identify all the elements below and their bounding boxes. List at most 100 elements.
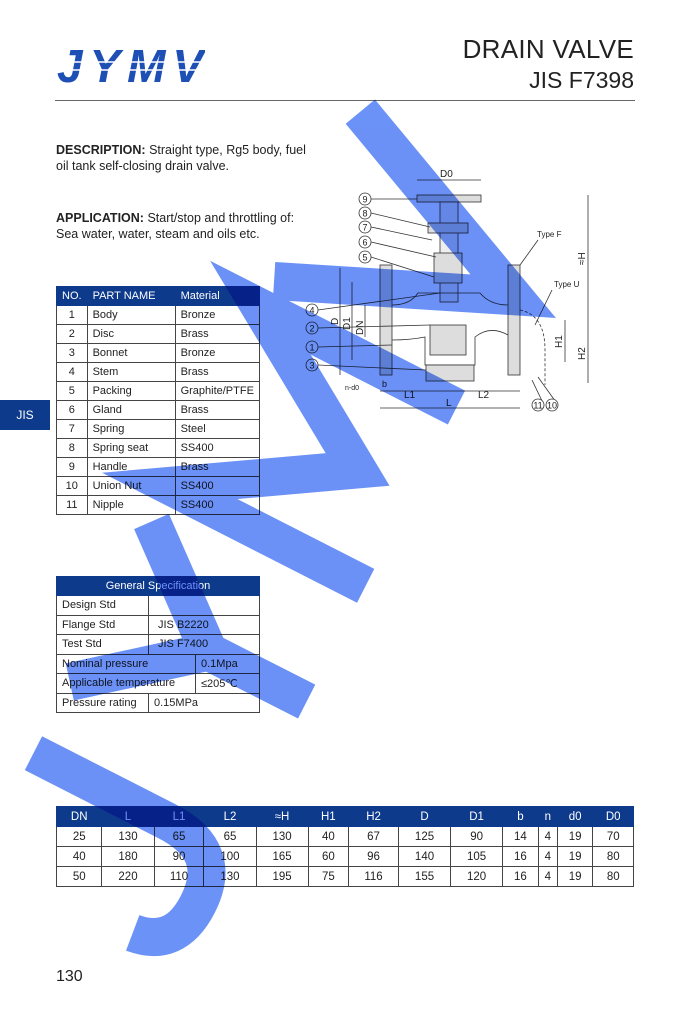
part-name: Spring seat xyxy=(86,438,176,458)
part-material: Brass xyxy=(174,362,261,382)
spec-label: Test Std xyxy=(56,634,149,655)
header-divider xyxy=(55,100,635,101)
table-row: 50 220 110 130 195 75 116 155 120 16 4 19 80 xyxy=(55,866,634,887)
part-no: 1 xyxy=(56,305,88,325)
spec-value: 0.15MPa xyxy=(148,692,260,713)
application-label: APPLICATION: xyxy=(56,211,144,225)
page-subtitle: JIS F7398 xyxy=(529,67,634,93)
callout-number: 4 xyxy=(309,306,314,316)
page-title: DRAIN VALVE xyxy=(462,34,634,64)
column-header: ≈H xyxy=(255,806,309,827)
spec-label: Nominal pressure xyxy=(56,653,196,674)
part-material: Graphite/PTFE xyxy=(174,381,261,401)
spec-value: JIS B2220 xyxy=(148,614,260,635)
parts-table: NO. PART NAME Material 1 Body Bronze 2 Disc B… xyxy=(56,286,261,515)
spec-label: Pressure rating xyxy=(56,692,149,713)
dim-label-b: b xyxy=(382,379,387,389)
table-cell: 75 xyxy=(307,866,350,887)
table-row: 6 Gland Brass xyxy=(56,400,261,420)
table-cell: 105 xyxy=(450,846,504,867)
spec-title: General Specification xyxy=(56,576,260,596)
jymv-logo: JYMV xyxy=(55,40,205,90)
spec-label: Flange Std xyxy=(56,614,149,635)
label-type-f: Type F xyxy=(537,230,562,239)
table-cell: 70 xyxy=(592,826,634,847)
header-material: Material xyxy=(174,286,261,306)
part-no: 2 xyxy=(56,324,88,344)
table-row: Design Std xyxy=(56,595,260,616)
part-material: SS400 xyxy=(174,495,261,515)
column-header: L1 xyxy=(153,806,205,827)
table-row: 2 Disc Brass xyxy=(56,324,261,344)
table-cell: 40 xyxy=(307,826,350,847)
spec-value xyxy=(148,595,260,616)
table-cell: 125 xyxy=(397,826,452,847)
part-material: Steel xyxy=(174,419,261,439)
part-name: Packing xyxy=(86,381,176,401)
callout-number: 11 xyxy=(533,401,542,411)
table-cell: 16 xyxy=(502,846,539,867)
part-name: Handle xyxy=(86,457,176,477)
table-cell: 165 xyxy=(255,846,309,867)
spec-value: 0.1Mpa xyxy=(195,653,260,674)
column-header: d0 xyxy=(556,806,594,827)
column-header: DN xyxy=(55,806,103,827)
table-cell: 80 xyxy=(592,846,634,867)
part-no: 11 xyxy=(56,495,88,515)
dim-label-d1: D1 xyxy=(342,317,353,330)
column-header: H1 xyxy=(307,806,350,827)
dim-label-l: L xyxy=(446,398,452,409)
description-text: Straight type, Rg5 body, fuel oil tank s… xyxy=(56,143,306,173)
part-no: 4 xyxy=(56,362,88,382)
table-cell: 65 xyxy=(153,826,205,847)
table-row: 9 Handle Brass xyxy=(56,457,261,477)
part-material: Brass xyxy=(174,457,261,477)
table-row: 11 Nipple SS400 xyxy=(56,495,261,515)
table-cell: 120 xyxy=(450,866,504,887)
table-row: 8 Spring seat SS400 xyxy=(56,438,261,458)
spec-label: Applicable temperature xyxy=(56,673,196,694)
table-cell: 80 xyxy=(592,866,634,887)
dim-label-d: D xyxy=(330,318,341,325)
column-header: b xyxy=(502,806,539,827)
table-cell: 155 xyxy=(397,866,452,887)
table-row: 5 Packing Graphite/PTFE xyxy=(56,381,261,401)
part-name: Bonnet xyxy=(86,343,176,363)
table-cell: 19 xyxy=(556,826,594,847)
table-row: 3 Bonnet Bronze xyxy=(56,343,261,363)
part-no: 8 xyxy=(56,438,88,458)
callout-number: 6 xyxy=(362,238,367,248)
table-row: Applicable temperature ≤205℃ xyxy=(56,673,260,694)
table-cell: 25 xyxy=(55,826,103,847)
callout-circle xyxy=(531,398,545,412)
side-tab-jis[interactable]: JIS xyxy=(0,400,50,430)
part-name: Body xyxy=(86,305,176,325)
dim-label-h: ≈H xyxy=(577,252,588,265)
table-row: 1 Body Bronze xyxy=(56,305,261,325)
table-cell: 90 xyxy=(153,846,205,867)
table-row: Pressure rating 0.15MPa xyxy=(56,692,260,713)
table-cell: 100 xyxy=(203,846,257,867)
column-header: D1 xyxy=(450,806,504,827)
table-row: Flange Std JIS B2220 xyxy=(56,614,260,635)
dim-label-l2: L2 xyxy=(478,390,490,401)
spec-value: JIS F7400 xyxy=(148,634,260,655)
table-cell: 4 xyxy=(537,866,558,887)
table-row: 10 Union Nut SS400 xyxy=(56,476,261,496)
column-header: n xyxy=(537,806,558,827)
spec-label: Design Std xyxy=(56,595,149,616)
table-row: 7 Spring Steel xyxy=(56,419,261,439)
table-cell: 195 xyxy=(255,866,309,887)
part-no: 6 xyxy=(56,400,88,420)
part-material: SS400 xyxy=(174,476,261,496)
table-cell: 4 xyxy=(537,826,558,847)
column-header: H2 xyxy=(348,806,399,827)
part-name: Stem xyxy=(86,362,176,382)
table-cell: 220 xyxy=(101,866,155,887)
table-cell: 140 xyxy=(397,846,452,867)
table-cell: 96 xyxy=(348,846,399,867)
dim-label-d0: D0 xyxy=(440,169,453,180)
dim-label-h2: H2 xyxy=(577,347,588,360)
callout-number: 2 xyxy=(309,324,314,334)
part-name: Nipple xyxy=(86,495,176,515)
